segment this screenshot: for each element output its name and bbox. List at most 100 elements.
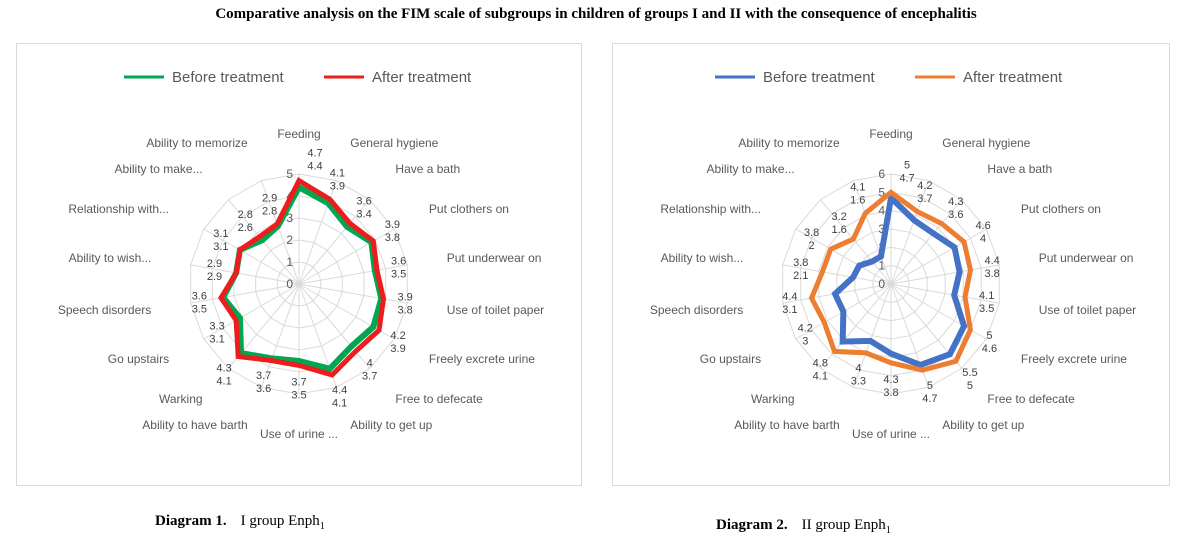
tick-label: 1 (878, 259, 885, 273)
tick-label: 4 (878, 204, 885, 218)
data-label: 3.8 (398, 305, 413, 317)
category-label: Freely excrete urine (1021, 352, 1127, 366)
data-label: 2.9 (207, 258, 222, 270)
data-label: 3.8 (793, 257, 808, 269)
data-label: 3.1 (782, 304, 797, 316)
data-label: 4.2 (917, 180, 932, 192)
category-label: Put underwear on (447, 251, 542, 265)
grid-spoke (890, 180, 930, 285)
grid-spoke (298, 199, 371, 285)
data-label: 2.6 (238, 222, 253, 234)
grid-spoke (298, 283, 408, 304)
data-label: 4.7 (899, 172, 914, 184)
data-label: 4.8 (813, 357, 828, 369)
category-label: Have a bath (987, 162, 1052, 176)
tick-label: 5 (878, 185, 885, 199)
data-label: 3.6 (356, 195, 371, 207)
category-label: Ability to memorize (146, 136, 248, 150)
data-label: 3.9 (330, 181, 345, 193)
data-label: 4 (367, 357, 373, 369)
data-label: 2.9 (207, 271, 222, 283)
data-label: 3.6 (192, 291, 207, 303)
data-label: 2.9 (262, 192, 277, 204)
caption-text: II group Enph (801, 517, 886, 533)
data-label: 4.3 (948, 196, 963, 208)
radar-chart-2: 0 1 2 3 4 5 6 Feeding General hygiene Have a bath… (612, 43, 1170, 486)
data-label: 5 (927, 380, 933, 392)
data-label: 4.2 (798, 323, 813, 335)
caption-label: Diagram 2. (716, 517, 788, 533)
data-label: 3.8 (385, 232, 400, 244)
category-label: Ability to make... (115, 162, 203, 176)
category-label: Relationship with... (660, 202, 761, 216)
data-label: 2 (809, 240, 815, 252)
grid-spoke (890, 199, 963, 285)
data-label: 3 (802, 336, 808, 348)
data-label: 2.1 (793, 270, 808, 282)
data-label: 3.5 (391, 268, 406, 280)
grid-spoke (298, 283, 371, 369)
data-label: 3.6 (948, 209, 963, 221)
category-label: Have a bath (395, 162, 460, 176)
category-label: Go upstairs (700, 352, 761, 366)
grid-spoke (819, 283, 892, 369)
category-label: Ability to wish... (661, 251, 744, 265)
caption-diagram-2: Diagram 2. II group Enph1 (716, 517, 891, 536)
category-label: Use of urine ... (260, 427, 338, 441)
grid-spoke (190, 283, 300, 304)
category-label: Freely excrete urine (429, 352, 535, 366)
data-label: 4.1 (813, 370, 828, 382)
data-label: 5 (986, 330, 992, 342)
data-label: 4.6 (975, 220, 990, 232)
category-label: Use of toilet paper (447, 303, 544, 317)
category-label: Ability to make... (707, 162, 795, 176)
category-label: Speech disorders (58, 303, 151, 317)
data-label: 3.1 (213, 228, 228, 240)
data-label: 1.6 (850, 195, 865, 207)
data-label: 4 (855, 363, 861, 375)
data-label: 4.1 (330, 168, 345, 180)
tick-label: 5 (286, 167, 293, 181)
data-label: 3.3 (851, 376, 866, 388)
data-label: 4.1 (979, 290, 994, 302)
data-label: 5 (904, 159, 910, 171)
data-label: 3.7 (362, 370, 377, 382)
category-label: Ability to have barth (142, 418, 247, 432)
tick-label: 1 (286, 255, 293, 269)
category-label: Warking (751, 392, 795, 406)
grid-spoke (298, 228, 395, 285)
grid-spoke (890, 228, 987, 285)
data-label: 4 (980, 233, 986, 245)
grid-spoke (203, 283, 300, 340)
data-label: 3.7 (917, 193, 932, 205)
caption-subscript: 1 (885, 525, 891, 536)
tick-label: 3 (286, 211, 293, 225)
data-label: 4.4 (782, 291, 797, 303)
data-label: 3.9 (385, 219, 400, 231)
legend-label: After treatment (963, 69, 1063, 86)
data-label: 3.6 (256, 383, 271, 395)
data-label: 3.5 (192, 304, 207, 316)
category-label: Use of urine ... (852, 427, 930, 441)
category-label: Speech disorders (650, 303, 743, 317)
data-label: 3.8 (883, 387, 898, 399)
grid-spoke (203, 228, 300, 285)
data-label: 3.4 (356, 208, 371, 220)
category-label: Ability to memorize (738, 136, 840, 150)
data-label: 4.3 (216, 362, 231, 374)
grid-spoke (795, 228, 892, 285)
category-label: Feeding (869, 127, 912, 141)
data-label: 2.8 (238, 209, 253, 221)
grid-spoke (190, 264, 300, 285)
category-label: Free to defecate (987, 392, 1075, 406)
tick-label: 0 (878, 277, 885, 291)
tick-label: 3 (878, 222, 885, 236)
data-label: 4.7 (922, 393, 937, 405)
caption-text: I group Enph (240, 513, 320, 529)
data-label: 3.7 (256, 370, 271, 382)
data-label: 4.2 (390, 330, 405, 342)
data-label: 3.9 (390, 343, 405, 355)
grid-spoke (298, 264, 408, 285)
legend-label: After treatment (372, 69, 472, 86)
legend-label: Before treatment (763, 69, 876, 86)
